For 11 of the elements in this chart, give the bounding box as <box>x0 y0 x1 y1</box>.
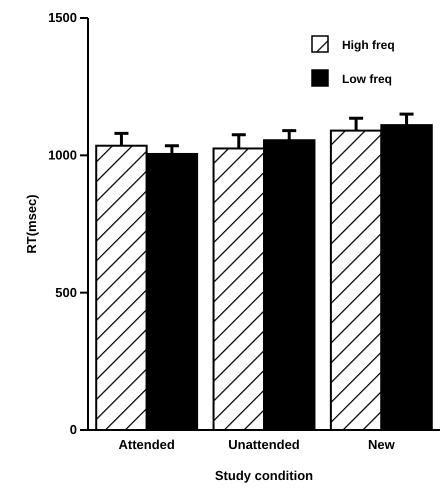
x-axis-title: Study condition <box>214 468 314 483</box>
legend-label: High freq <box>342 38 395 52</box>
legend-label: Low freq <box>342 72 392 86</box>
y-tick-label: 1000 <box>48 147 77 162</box>
x-tick-label: Attended <box>118 437 175 452</box>
x-tick-label: Unattended <box>228 437 300 452</box>
x-tick-label: New <box>368 437 396 452</box>
y-tick-label: 0 <box>70 422 77 438</box>
y-tick-label: 1500 <box>48 10 77 26</box>
y-axis-title: RT(msec) <box>24 194 39 254</box>
y-tick-label: 500 <box>55 284 77 300</box>
